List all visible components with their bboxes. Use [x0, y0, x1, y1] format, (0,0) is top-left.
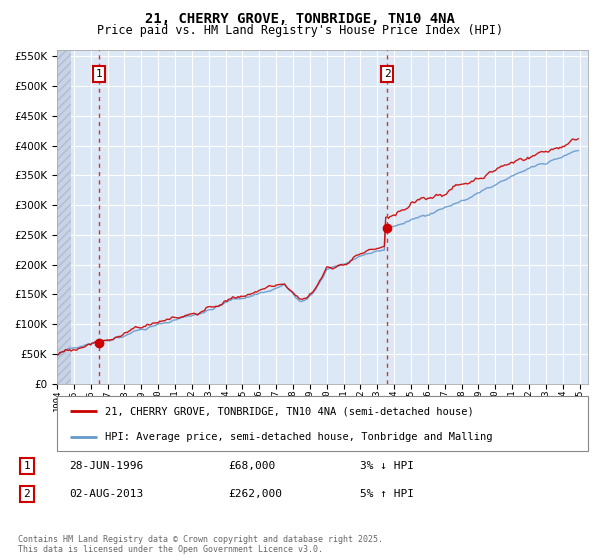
Text: 02-AUG-2013: 02-AUG-2013 [69, 489, 143, 499]
Text: 21, CHERRY GROVE, TONBRIDGE, TN10 4NA: 21, CHERRY GROVE, TONBRIDGE, TN10 4NA [145, 12, 455, 26]
Text: Price paid vs. HM Land Registry's House Price Index (HPI): Price paid vs. HM Land Registry's House … [97, 24, 503, 37]
Bar [57, 50, 71, 384]
Text: 1: 1 [96, 69, 103, 79]
Text: 3% ↓ HPI: 3% ↓ HPI [360, 461, 414, 471]
FancyBboxPatch shape [57, 396, 588, 451]
Text: 28-JUN-1996: 28-JUN-1996 [69, 461, 143, 471]
Text: £262,000: £262,000 [228, 489, 282, 499]
Text: 5% ↑ HPI: 5% ↑ HPI [360, 489, 414, 499]
Text: 2: 2 [23, 489, 31, 499]
Text: HPI: Average price, semi-detached house, Tonbridge and Malling: HPI: Average price, semi-detached house,… [105, 432, 492, 442]
Text: 1: 1 [23, 461, 31, 471]
Text: Contains HM Land Registry data © Crown copyright and database right 2025.
This d: Contains HM Land Registry data © Crown c… [18, 535, 383, 554]
Text: 2: 2 [383, 69, 391, 79]
Text: 21, CHERRY GROVE, TONBRIDGE, TN10 4NA (semi-detached house): 21, CHERRY GROVE, TONBRIDGE, TN10 4NA (s… [105, 407, 473, 416]
Text: £68,000: £68,000 [228, 461, 275, 471]
